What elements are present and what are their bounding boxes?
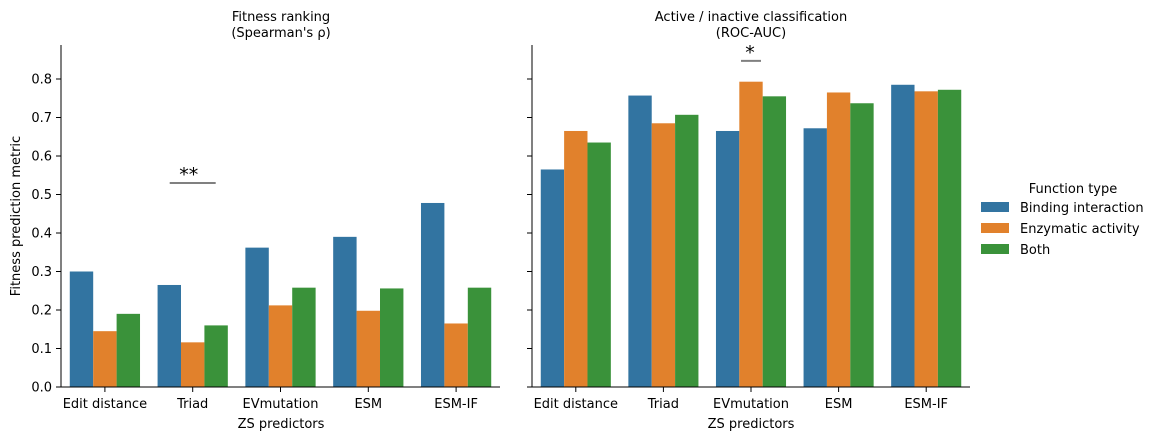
significance-annotation: * [741,42,761,64]
bar [937,89,962,387]
bar [268,305,293,387]
y-tick-label: 0.6 [31,150,52,165]
bar [380,288,404,387]
panel-classification: Active / inactive classification (ROC-AU… [527,10,970,432]
legend-label: Enzymatic activity [1020,222,1140,237]
bar [69,271,94,387]
bar [891,84,915,388]
bar [245,247,269,387]
bar [739,81,763,387]
y-tick-label: 0.3 [31,265,52,280]
y-tick-label: 0.8 [31,73,52,88]
legend-swatch [981,244,1009,254]
bar [467,287,492,387]
x-tick-label: Edit distance [534,397,618,412]
y-tick-label: 0.1 [31,342,52,357]
bar [204,325,228,387]
legend-items: Binding interaction Enzymatic activity Bot… [981,201,1144,258]
x-tick-label: Edit distance [63,397,147,412]
bar [564,130,588,387]
x-tick-label: ESM [825,397,853,412]
panel-title-line1: Fitness ranking [232,10,330,25]
significance-annotation: ** [169,164,216,186]
significance-label: ** [179,164,198,186]
x-ticks: Edit distance Triad EVmutation ESM ESM-IF [534,387,948,412]
x-axis-label: ZS predictors [708,417,795,432]
significance-label: * [745,42,755,64]
bar [587,142,611,387]
legend-swatch [981,202,1009,212]
panel-title-line2: (Spearman's ρ) [231,26,330,41]
legend-label: Binding interaction [1020,201,1144,216]
y-ticks [527,78,532,388]
y-tick-label: 0.2 [31,304,52,319]
bar [675,114,699,388]
bar [356,310,381,387]
bar [420,202,445,387]
bar [333,236,357,387]
bar [803,128,827,387]
bar [628,95,652,388]
y-tick-label: 0.4 [31,227,52,242]
y-tick-label: 0.5 [31,188,52,203]
x-tick-label: EVmutation [243,397,319,412]
bar [850,103,874,387]
bar [292,287,316,387]
bar [540,169,565,387]
bar [444,323,468,387]
bar [715,130,740,387]
bar [180,342,205,387]
panel-title-line1: Active / inactive classification [655,10,847,25]
x-tick-label: ESM-IF [904,397,948,412]
y-ticks: 0.0 0.1 0.2 0.3 0.4 0.5 0.6 0.7 0.8 [31,73,61,396]
x-tick-label: Triad [647,397,679,412]
y-tick-label: 0.0 [31,381,52,396]
legend: Function type Binding interaction Enzymat… [981,182,1144,258]
legend-swatch [981,223,1009,233]
bar [651,123,676,388]
bars-group [540,81,962,388]
bar [826,92,851,387]
panel-title-line2: (ROC-AUC) [716,26,786,41]
y-axis-label: Fitness prediction metric [9,136,24,296]
x-axis-label: ZS predictors [238,417,325,432]
bar [116,313,141,387]
x-tick-label: ESM-IF [434,397,478,412]
x-tick-label: Triad [176,397,208,412]
bar [93,331,117,387]
x-tick-label: ESM [354,397,382,412]
legend-label: Both [1020,243,1050,258]
panel-fitness-ranking: Fitness ranking (Spearman's ρ) ** 0.0 0.1… [9,10,500,432]
y-tick-label: 0.7 [31,111,52,126]
bar [762,96,787,387]
x-ticks: Edit distance Triad EVmutation ESM ESM-IF [63,387,478,412]
legend-title: Function type [1029,182,1117,197]
bar [157,284,181,387]
bars-group [69,202,492,387]
bar [914,91,938,387]
x-tick-label: EVmutation [713,397,789,412]
